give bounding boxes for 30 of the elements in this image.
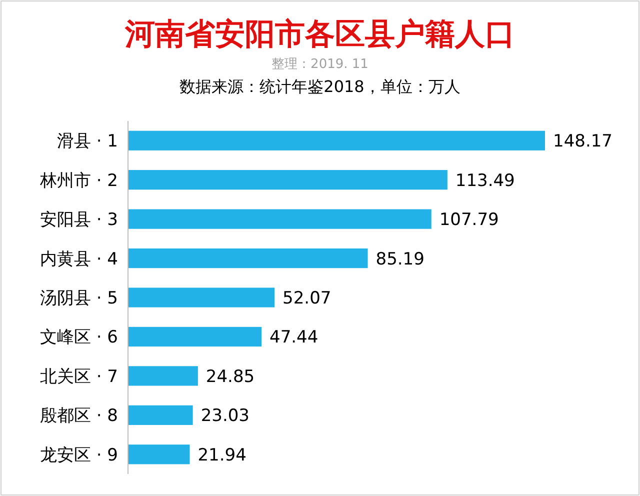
bar bbox=[128, 170, 448, 190]
y-tick-label: 文峰区 · 6 bbox=[40, 328, 118, 348]
y-tick-label: 殷都区 · 8 bbox=[40, 406, 118, 426]
y-tick-label: 林州市 · 2 bbox=[38, 170, 118, 191]
bar bbox=[128, 288, 275, 308]
bar bbox=[128, 326, 262, 347]
bar bbox=[128, 209, 432, 229]
y-tick-label: 龙安区 · 9 bbox=[40, 445, 118, 466]
y-tick-label: 北关区 · 7 bbox=[40, 366, 118, 387]
bar bbox=[128, 366, 198, 386]
bar bbox=[128, 130, 545, 150]
data-label: 113.49 bbox=[455, 170, 515, 191]
bar bbox=[128, 405, 193, 425]
y-tick-label: 内黄县 · 4 bbox=[40, 249, 118, 270]
data-label: 148.17 bbox=[553, 132, 612, 152]
data-label: 24.85 bbox=[206, 366, 255, 387]
chart-subtitle: 整理：2019. 11 bbox=[272, 57, 368, 72]
y-tick-label: 安阳县 · 3 bbox=[40, 210, 118, 230]
data-label: 107.79 bbox=[439, 210, 499, 230]
chart-title: 河南省安阳市各区县户籍人口 bbox=[124, 17, 515, 52]
bar bbox=[128, 444, 190, 464]
y-tick-label: 滑县 · 1 bbox=[56, 132, 118, 152]
data-label: 52.07 bbox=[282, 288, 332, 308]
data-label: 23.03 bbox=[200, 406, 250, 426]
source-note: 数据来源：统计年鉴2018，单位：万人 bbox=[180, 77, 460, 96]
bar bbox=[128, 248, 368, 268]
data-label: 85.19 bbox=[376, 249, 424, 270]
y-tick-label: 汤阴县 · 5 bbox=[40, 288, 118, 308]
data-label: 47.44 bbox=[270, 328, 318, 348]
data-label: 21.94 bbox=[198, 445, 246, 466]
